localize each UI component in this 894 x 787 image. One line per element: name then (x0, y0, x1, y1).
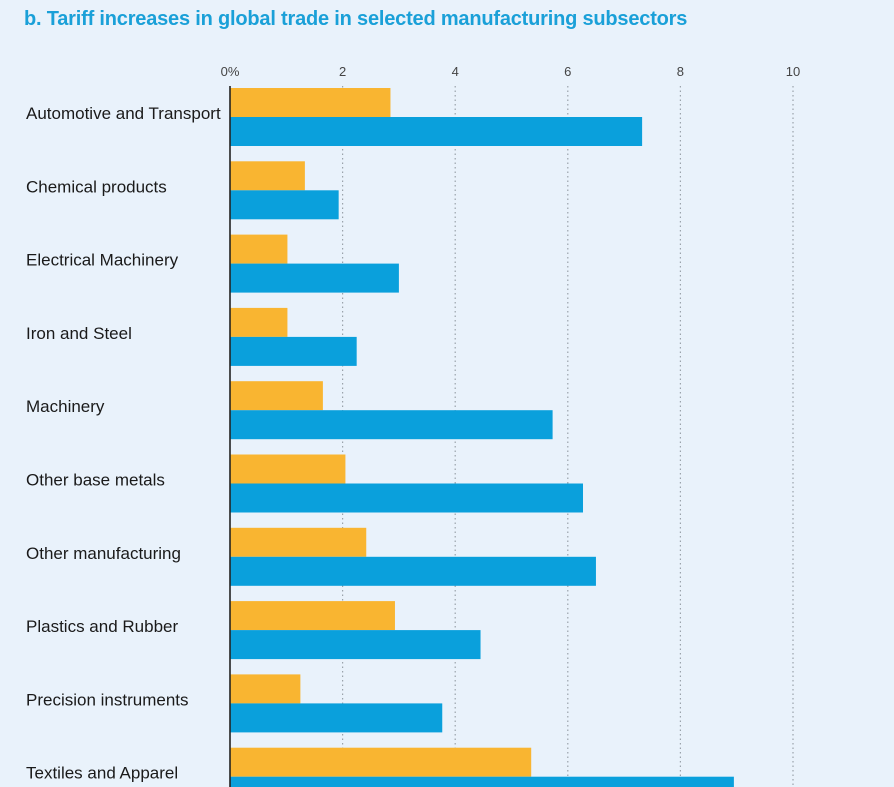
bar-series-1-8 (230, 674, 301, 704)
category-label-2: Electrical Machinery (26, 251, 179, 270)
bar-series-1-4 (230, 381, 323, 411)
category-label-0: Automotive and Transport (26, 104, 221, 123)
bar-series-2-6 (230, 556, 596, 586)
bar-series-1-1 (230, 161, 305, 191)
category-label-7: Plastics and Rubber (26, 617, 178, 636)
bar-series-2-4 (230, 410, 553, 440)
category-label-4: Machinery (26, 397, 105, 416)
category-label-1: Chemical products (26, 177, 167, 196)
category-label-9: Textiles and Apparel (26, 764, 178, 783)
x-tick-label-2: 2 (339, 64, 346, 79)
bar-series-2-9 (230, 776, 734, 787)
category-label-5: Other base metals (26, 471, 165, 490)
bar-series-2-0 (230, 117, 643, 146)
bar-series-2-2 (230, 263, 399, 293)
x-tick-label-0: 0% (221, 64, 240, 79)
x-tick-label-6: 6 (564, 64, 571, 79)
bar-series-1-6 (230, 527, 367, 557)
x-tick-label-8: 8 (677, 64, 684, 79)
bar-series-1-7 (230, 601, 395, 631)
bar-series-1-3 (230, 307, 288, 337)
bar-series-2-5 (230, 483, 584, 513)
category-label-3: Iron and Steel (26, 324, 132, 343)
bar-series-1-0 (230, 88, 391, 117)
x-tick-label-10: 10 (786, 64, 800, 79)
bar-series-2-7 (230, 630, 481, 660)
bar-series-2-8 (230, 703, 443, 733)
category-label-8: Precision instruments (26, 690, 189, 709)
bar-series-2-3 (230, 336, 357, 366)
bar-series-1-2 (230, 234, 288, 264)
bar-series-1-5 (230, 454, 346, 484)
x-tick-label-4: 4 (452, 64, 459, 79)
chart-title: b. Tariff increases in global trade in s… (24, 8, 688, 30)
bar-series-1-9 (230, 747, 532, 777)
bar-series-2-1 (230, 190, 339, 220)
category-label-6: Other manufacturing (26, 544, 181, 563)
